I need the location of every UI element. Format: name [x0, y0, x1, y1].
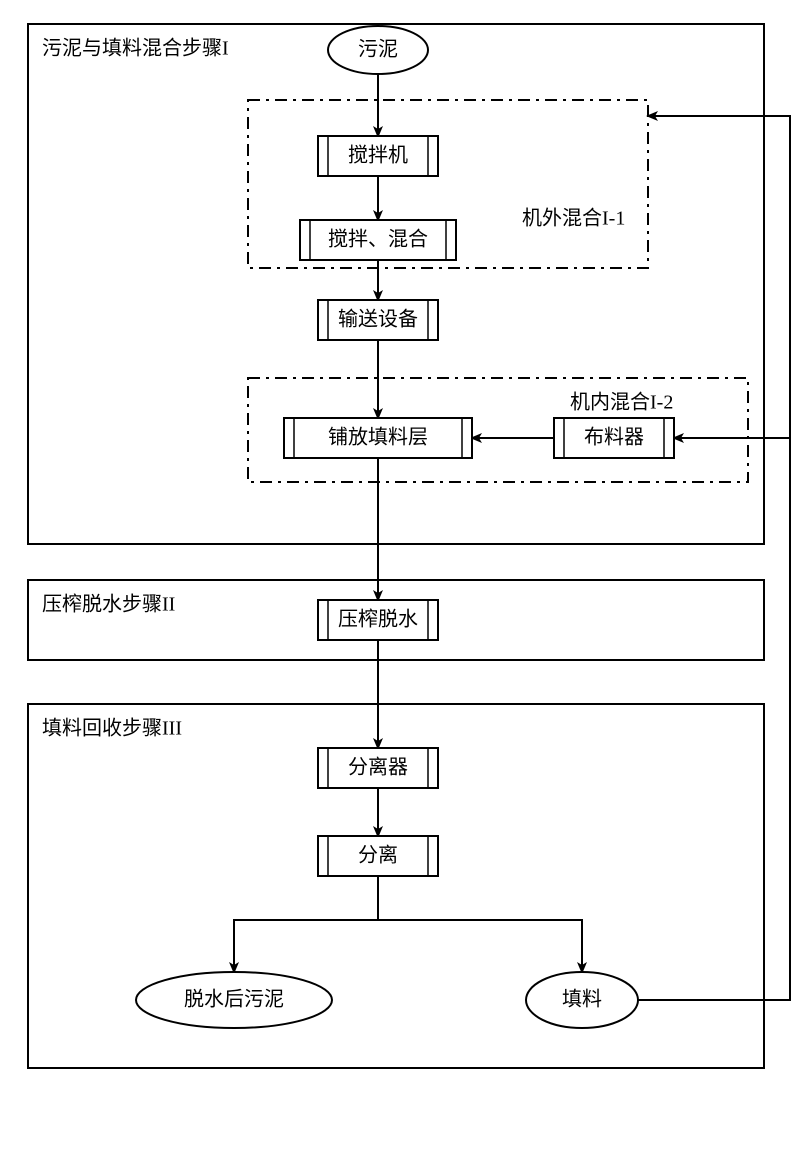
- svg-text:脱水后污泥: 脱水后污泥: [184, 988, 284, 1011]
- box-separate: 分离: [318, 836, 438, 876]
- box-stirmix: 搅拌、混合: [300, 220, 456, 260]
- svg-text:分离: 分离: [358, 844, 398, 867]
- svg-text:搅拌机: 搅拌机: [348, 144, 408, 167]
- arrow-8: [234, 876, 378, 972]
- box-press: 压榨脱水: [318, 600, 438, 640]
- section-s1: [28, 24, 764, 544]
- svg-text:污泥与填料混合步骤I: 污泥与填料混合步骤I: [42, 37, 229, 60]
- svg-text:分离器: 分离器: [348, 756, 408, 779]
- svg-text:机内混合I-2: 机内混合I-2: [570, 391, 673, 414]
- svg-text:搅拌、混合: 搅拌、混合: [328, 228, 428, 251]
- svg-text:压榨脱水: 压榨脱水: [338, 608, 418, 631]
- end-e1: 脱水后污泥: [136, 972, 332, 1028]
- box-conveyor: 输送设备: [318, 300, 438, 340]
- arrow-9: [378, 876, 582, 972]
- box-mixer: 搅拌机: [318, 136, 438, 176]
- svg-text:填料: 填料: [562, 988, 602, 1011]
- box-distrib: 布料器: [554, 418, 674, 458]
- start-node: 污泥: [328, 26, 428, 74]
- svg-text:输送设备: 输送设备: [338, 308, 418, 331]
- svg-text:填料回收步骤III: 填料回收步骤III: [42, 717, 182, 740]
- svg-text:布料器: 布料器: [584, 426, 644, 449]
- box-separator: 分离器: [318, 748, 438, 788]
- end-e2: 填料: [526, 972, 638, 1028]
- svg-text:压榨脱水步骤II: 压榨脱水步骤II: [42, 593, 175, 616]
- arrow-10: [638, 438, 790, 1000]
- box-layfiller: 铺放填料层: [284, 418, 472, 458]
- svg-text:机外混合I-1: 机外混合I-1: [522, 207, 625, 230]
- svg-text:铺放填料层: 铺放填料层: [328, 426, 428, 449]
- svg-text:污泥: 污泥: [358, 38, 398, 61]
